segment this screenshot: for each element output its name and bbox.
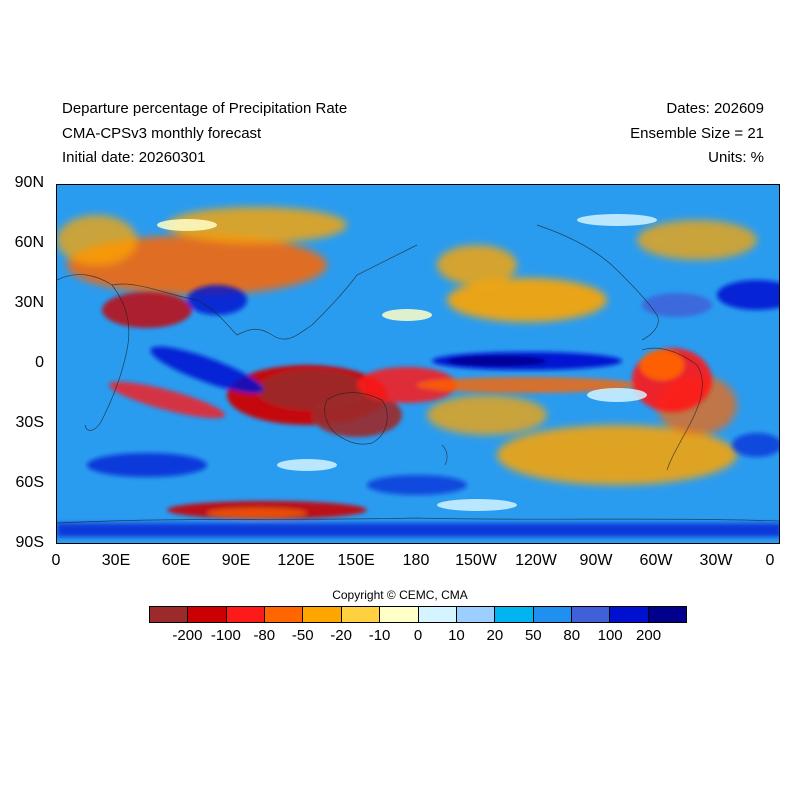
equatorial-dry-band bbox=[417, 377, 637, 393]
lon-label: 30E bbox=[101, 552, 131, 569]
south-pacific-wet bbox=[367, 475, 467, 495]
north-america-coast bbox=[536, 224, 659, 341]
colorbar-label: 80 bbox=[563, 627, 581, 644]
colorbar-swatch bbox=[571, 607, 611, 622]
colorbar-swatch bbox=[380, 607, 419, 622]
north-atlantic-orange bbox=[637, 220, 757, 260]
antarctic-wet-band bbox=[57, 523, 779, 537]
north-atlantic-wet bbox=[717, 280, 779, 310]
colorbar-swatch bbox=[341, 607, 381, 622]
lon-label: 0 bbox=[51, 552, 61, 569]
ensemble-size-label: Ensemble Size = 21 bbox=[630, 125, 764, 142]
colorbar-swatch bbox=[303, 607, 342, 622]
australia-dry-core bbox=[312, 393, 402, 437]
north-pacific-orange bbox=[447, 278, 607, 322]
colorbar-label: 20 bbox=[486, 627, 504, 644]
lat-label: 30N bbox=[14, 294, 44, 311]
lat-label: 90N bbox=[14, 174, 44, 191]
colorbar-swatch bbox=[226, 607, 266, 622]
pale-patch bbox=[587, 388, 647, 402]
colorbar-swatch bbox=[456, 607, 496, 622]
colorbar-label: 100 bbox=[597, 627, 623, 644]
colorbar-swatch bbox=[150, 607, 189, 622]
lat-label: 60N bbox=[14, 234, 44, 251]
colorbar bbox=[149, 606, 687, 623]
colorbar-label: 50 bbox=[524, 627, 542, 644]
colorbar-swatch bbox=[648, 607, 687, 622]
pale-patch bbox=[382, 309, 432, 321]
south-pacific-orange bbox=[497, 425, 737, 485]
coastlines bbox=[57, 224, 779, 524]
lat-label: 30S bbox=[15, 414, 44, 431]
colorbar-label: 10 bbox=[448, 627, 465, 644]
indian-ocean-wet bbox=[150, 346, 264, 394]
title-line-2: CMA-CPSv3 monthly forecast bbox=[62, 125, 262, 142]
lat-label: 90S bbox=[15, 534, 44, 551]
colorbar-label: -100 bbox=[210, 627, 241, 644]
amazon-dry bbox=[640, 350, 684, 380]
colorbar-label: -10 bbox=[368, 627, 391, 644]
south-america-coast bbox=[641, 347, 703, 471]
dates-label: Dates: 202609 bbox=[666, 100, 764, 117]
pale-patch bbox=[577, 214, 657, 226]
middle-east-dry bbox=[102, 292, 192, 328]
indian-ocean-dry-streak bbox=[108, 381, 226, 419]
precipitation-departure-map bbox=[56, 184, 780, 544]
pale-patch bbox=[277, 459, 337, 471]
siberia-dry bbox=[167, 207, 347, 243]
colorbar-label: -20 bbox=[330, 627, 352, 644]
south-pacific-orange-2 bbox=[427, 395, 547, 435]
colorbar-swatch bbox=[495, 607, 534, 622]
europe-orange bbox=[57, 215, 137, 265]
title-line-1: Departure percentage of Precipitation Ra… bbox=[62, 100, 348, 117]
colorbar-swatch bbox=[418, 607, 457, 622]
lon-label: 90W bbox=[579, 552, 613, 569]
lon-label: 120W bbox=[515, 552, 557, 569]
colorbar-swatch bbox=[188, 607, 227, 622]
south-asia-wet bbox=[187, 285, 247, 315]
new-zealand-coast bbox=[441, 444, 448, 466]
tropical-pacific-wet-core bbox=[447, 356, 547, 366]
australia-coast bbox=[324, 392, 388, 445]
southern-indian-wet bbox=[87, 453, 207, 477]
lon-label: 60W bbox=[639, 552, 673, 569]
lon-label: 30W bbox=[699, 552, 733, 569]
coral-sea-dry bbox=[357, 367, 457, 403]
lat-label: 0 bbox=[35, 354, 44, 371]
lon-label: 150W bbox=[455, 552, 497, 569]
antarctica-coast bbox=[57, 517, 779, 524]
asia-coast bbox=[111, 244, 418, 340]
lon-label: 150E bbox=[337, 552, 375, 569]
title-line-3: Initial date: 20260301 bbox=[62, 149, 206, 166]
lon-label: 0 bbox=[765, 552, 775, 569]
copyright-text: Copyright © CEMC, CMA bbox=[332, 588, 468, 602]
lon-label: 60E bbox=[161, 552, 191, 569]
colorbar-label: 200 bbox=[636, 627, 662, 644]
colorbar-label: 0 bbox=[413, 627, 423, 644]
colorbar-label: -50 bbox=[291, 627, 314, 644]
pale-patch bbox=[157, 219, 217, 231]
units-label: Units: % bbox=[708, 149, 764, 166]
colorbar-label: -80 bbox=[253, 627, 276, 644]
pale-patch bbox=[437, 499, 517, 511]
south-atlantic-wet bbox=[732, 433, 779, 457]
lat-label: 60S bbox=[15, 474, 44, 491]
gulf-wet bbox=[642, 293, 712, 317]
southern-ocean-orange bbox=[207, 508, 307, 518]
lon-label: 90E bbox=[221, 552, 251, 569]
colorbar-label: -200 bbox=[172, 627, 203, 644]
colorbar-swatch bbox=[265, 607, 304, 622]
north-pacific-orange-2 bbox=[437, 245, 517, 285]
africa-coast bbox=[57, 274, 130, 431]
colorbar-swatch bbox=[610, 607, 649, 622]
colorbar-swatch bbox=[533, 607, 572, 622]
lon-label: 180 bbox=[402, 552, 430, 569]
lon-label: 120E bbox=[277, 552, 315, 569]
map-field bbox=[57, 185, 779, 543]
